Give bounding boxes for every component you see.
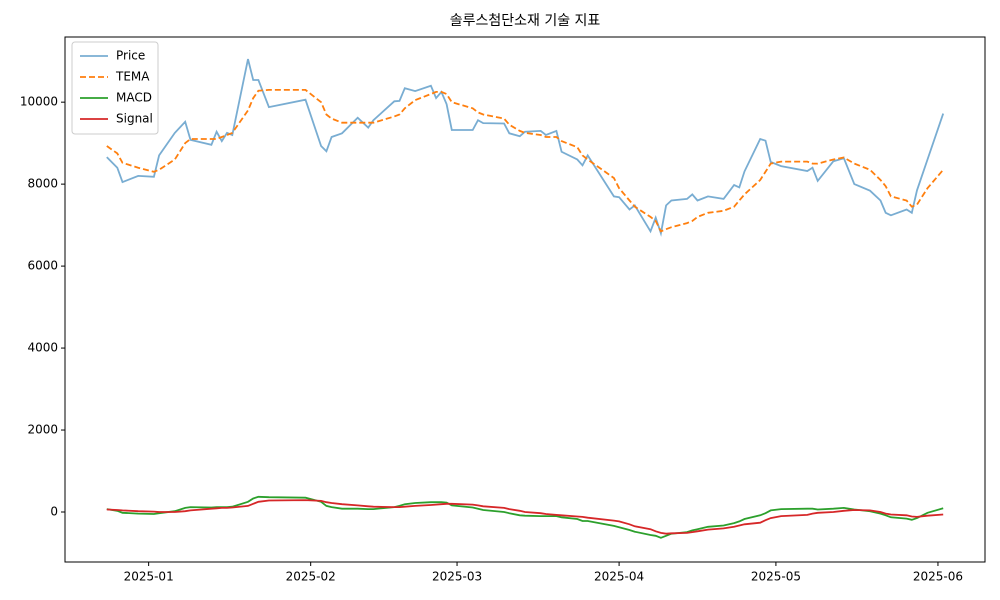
x-tick-label: 2025-04 [594, 570, 644, 584]
plot-frame [64, 36, 986, 563]
legend-label: Signal [116, 112, 153, 126]
series-line [106, 58, 945, 237]
y-tick-label: 8000 [27, 177, 58, 191]
x-tick-label: 2025-02 [286, 570, 336, 584]
x-tick-label: 2025-03 [432, 570, 482, 584]
y-tick-label: 4000 [27, 341, 58, 355]
legend-box [71, 41, 159, 135]
y-tick-label: 6000 [27, 259, 58, 273]
legend: Price TEMA MACD Signal [71, 41, 159, 135]
series-line [106, 499, 944, 535]
series-line [106, 495, 944, 539]
x-tick-label: 2025-05 [751, 570, 801, 584]
legend-label: TEMA [115, 70, 150, 84]
series-line [106, 89, 944, 233]
legend-label: MACD [116, 91, 152, 105]
x-tick-label: 2025-06 [913, 570, 963, 584]
x-tick-label: 2025-01 [124, 570, 174, 584]
legend-label: Price [116, 49, 145, 63]
y-tick-label: 0 [50, 505, 58, 519]
y-tick-label: 2000 [27, 423, 58, 437]
y-tick-label: 10000 [20, 95, 58, 109]
chart-title: 솔루스첨단소재 기술 지표 [450, 13, 601, 29]
